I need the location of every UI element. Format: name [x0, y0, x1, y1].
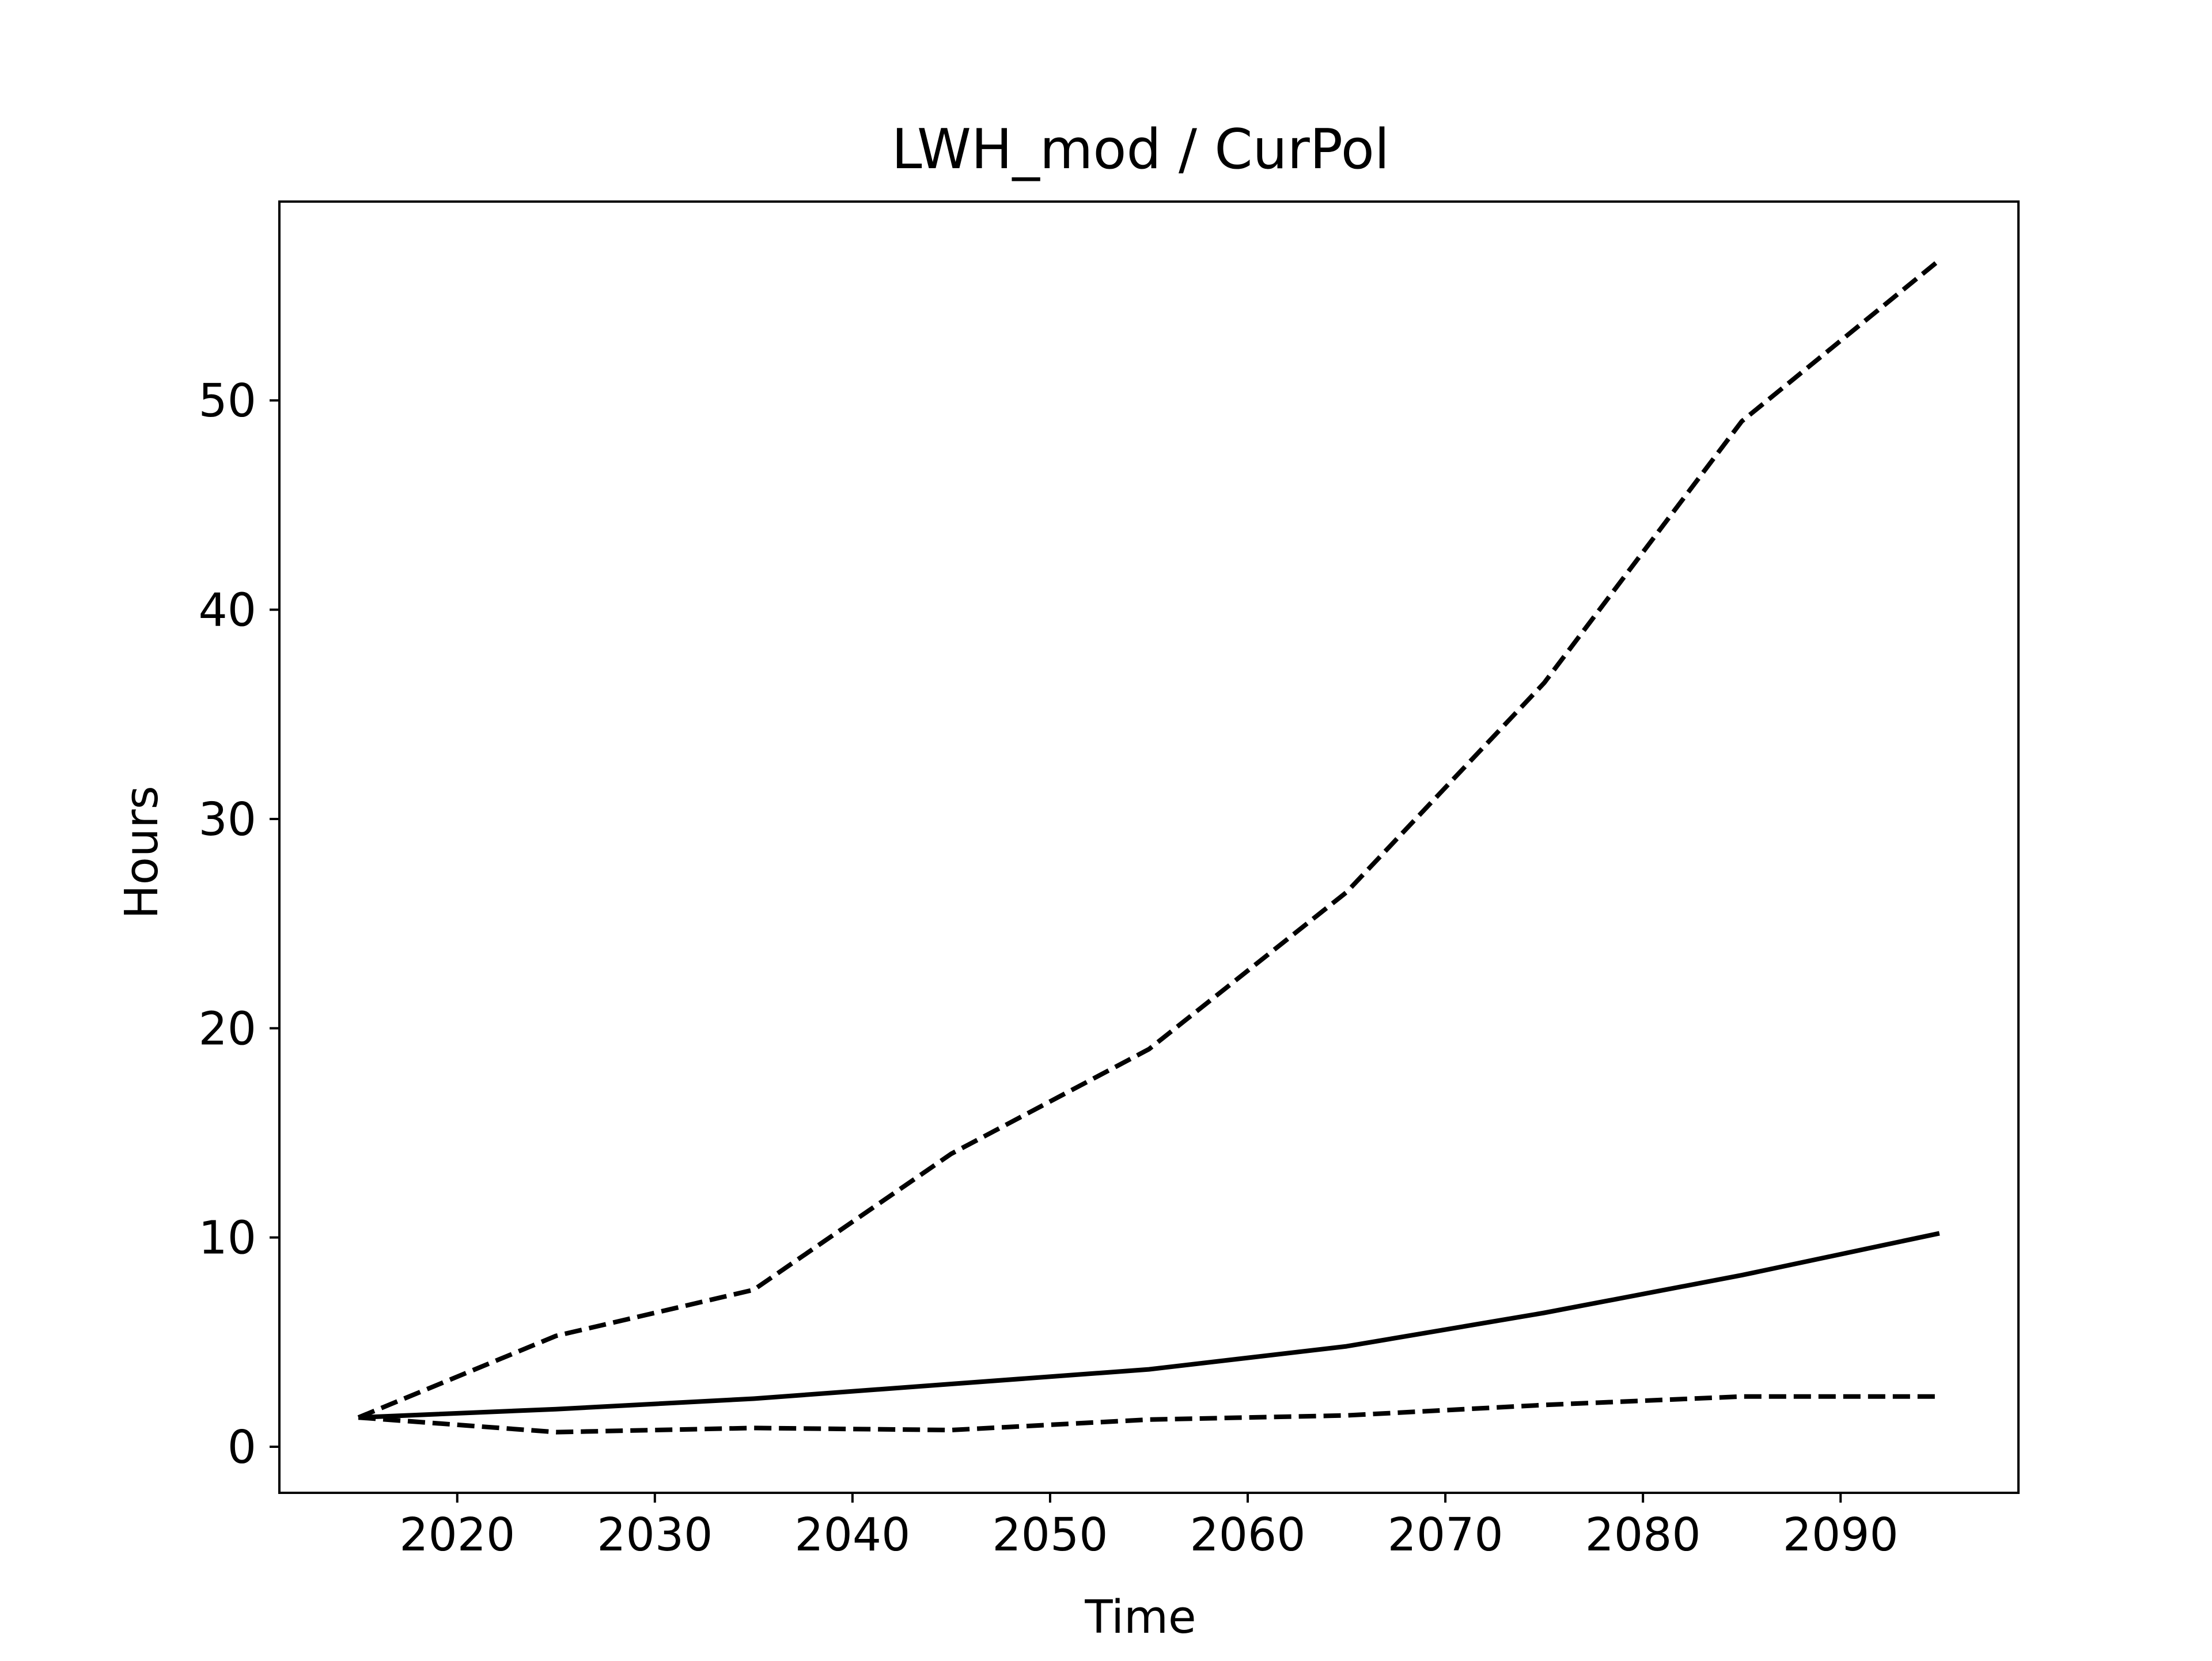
y-tick-label: 50	[198, 374, 256, 427]
chart-title: LWH_mod / CurPol	[892, 118, 1389, 181]
x-tick-label: 2050	[992, 1508, 1108, 1561]
x-axis-label: Time	[1084, 1591, 1196, 1644]
series-line-3-dashed	[358, 1394, 1940, 1435]
y-axis-ticks: 0 10 20 30 40 50	[198, 374, 279, 1474]
x-tick-label: 2070	[1388, 1508, 1503, 1561]
y-tick-label: 10	[198, 1212, 256, 1265]
x-axis-ticks: 2020 2030 2040 2050 2060 2070 2080 2090	[399, 1493, 1899, 1561]
y-tick-label: 0	[228, 1421, 256, 1474]
series-line-1-solid	[358, 1231, 1940, 1420]
x-tick-label: 2020	[399, 1508, 515, 1561]
x-tick-label: 2030	[597, 1508, 713, 1561]
x-tick-label: 2040	[794, 1508, 910, 1561]
x-tick-label: 2090	[1783, 1508, 1899, 1561]
y-tick-label: 20	[198, 1002, 256, 1055]
series-line-2-dashed	[357, 258, 1941, 1420]
x-tick-label: 2080	[1585, 1508, 1701, 1561]
y-tick-label: 40	[198, 584, 256, 637]
y-tick-label: 30	[198, 793, 256, 846]
plot-frame	[278, 200, 2020, 1494]
series-layer	[357, 258, 1941, 1435]
y-axis-label: Hours	[115, 786, 168, 919]
plot-area	[278, 200, 2020, 1494]
x-tick-label: 2060	[1190, 1508, 1306, 1561]
